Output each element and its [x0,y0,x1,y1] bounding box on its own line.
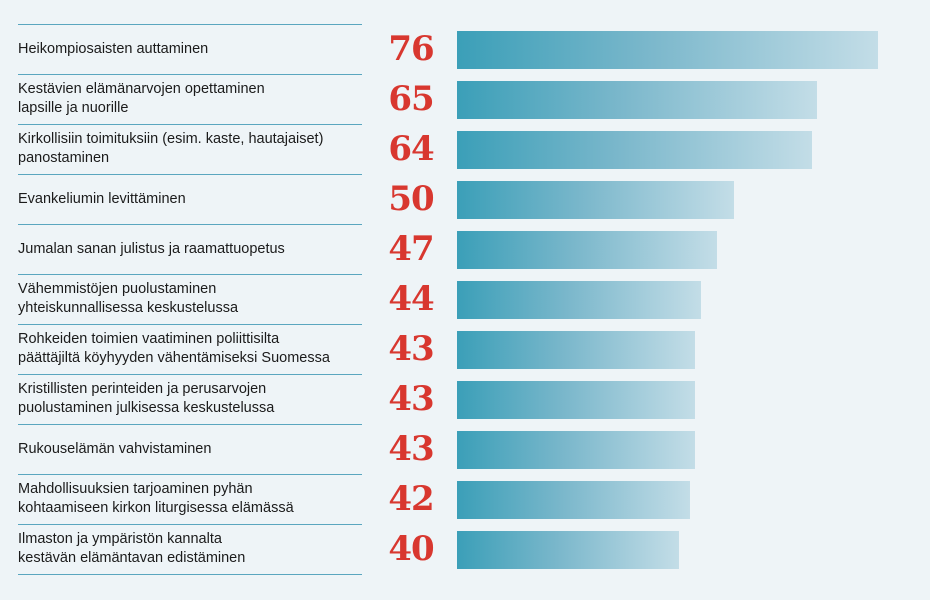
row-divider [18,174,362,175]
bar [457,31,878,69]
chart-row: Kristillisten perinteiden ja perusarvoje… [0,374,930,424]
value-label: 44 [388,279,434,319]
category-label: Ilmaston ja ympäristön kannalta kestävän… [18,531,246,566]
chart-row: Kirkollisiin toimituksiin (esim. kaste, … [0,124,930,174]
category-label: Jumalan sanan julistus ja raamattuopetus [18,240,285,257]
chart-row: Kestävien elämänarvojen opettaminen laps… [0,74,930,124]
bar [457,331,695,369]
row-divider [18,424,362,425]
category-label: Heikompiosaisten auttaminen [18,40,209,57]
category-label: Rukouselämän vahvistaminen [18,440,212,457]
value-label: 43 [388,329,434,369]
row-divider [18,274,362,275]
value-label: 65 [388,79,434,119]
bar [457,81,817,119]
chart-row: Rohkeiden toimien vaatiminen poliittisil… [0,324,930,374]
chart-row: Vähemmistöjen puolustaminen yhteiskunnal… [0,274,930,324]
category-label: Kirkollisiin toimituksiin (esim. kaste, … [18,131,324,166]
value-label: 50 [388,179,434,219]
row-divider [18,524,362,525]
category-label: Vähemmistöjen puolustaminen yhteiskunnal… [18,281,239,316]
row-divider [18,474,362,475]
row-divider [18,124,362,125]
value-label: 43 [388,379,434,419]
value-label: 47 [388,229,434,269]
chart-row: Heikompiosaisten auttaminen 76 [0,24,930,74]
bar [457,131,812,169]
row-divider [18,224,362,225]
row-divider [18,24,362,25]
chart-row: Mahdollisuuksien tarjoaminen pyhän kohta… [0,474,930,524]
bar [457,481,690,519]
bar [457,231,717,269]
value-label: 64 [388,129,434,169]
value-label: 76 [388,29,434,69]
chart-row: Jumalan sanan julistus ja raamattuopetus… [0,224,930,274]
category-label: Kestävien elämänarvojen opettaminen laps… [18,81,265,116]
bar [457,431,695,469]
chart-row: Rukouselämän vahvistaminen 43 [0,424,930,474]
chart-row: Evankeliumin levittäminen 50 [0,174,930,224]
bar [457,281,701,319]
bar [457,381,695,419]
value-label: 42 [388,479,434,519]
category-label: Rohkeiden toimien vaatiminen poliittisil… [18,331,330,366]
bar [457,181,734,219]
bar [457,531,679,569]
value-label: 43 [388,429,434,469]
row-divider [18,574,362,575]
chart-row: Ilmaston ja ympäristön kannalta kestävän… [0,524,930,574]
category-label: Evankeliumin levittäminen [18,190,186,207]
value-label: 40 [388,529,434,569]
row-divider [18,324,362,325]
row-divider [18,74,362,75]
category-label: Kristillisten perinteiden ja perusarvoje… [18,381,275,416]
category-label: Mahdollisuuksien tarjoaminen pyhän kohta… [18,481,294,516]
row-divider [18,374,362,375]
